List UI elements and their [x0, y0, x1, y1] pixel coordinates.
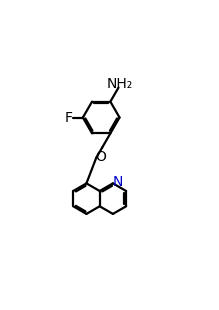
Text: N: N [113, 175, 123, 189]
Text: O: O [95, 150, 106, 164]
Text: F: F [65, 110, 73, 125]
Text: NH₂: NH₂ [106, 77, 132, 91]
